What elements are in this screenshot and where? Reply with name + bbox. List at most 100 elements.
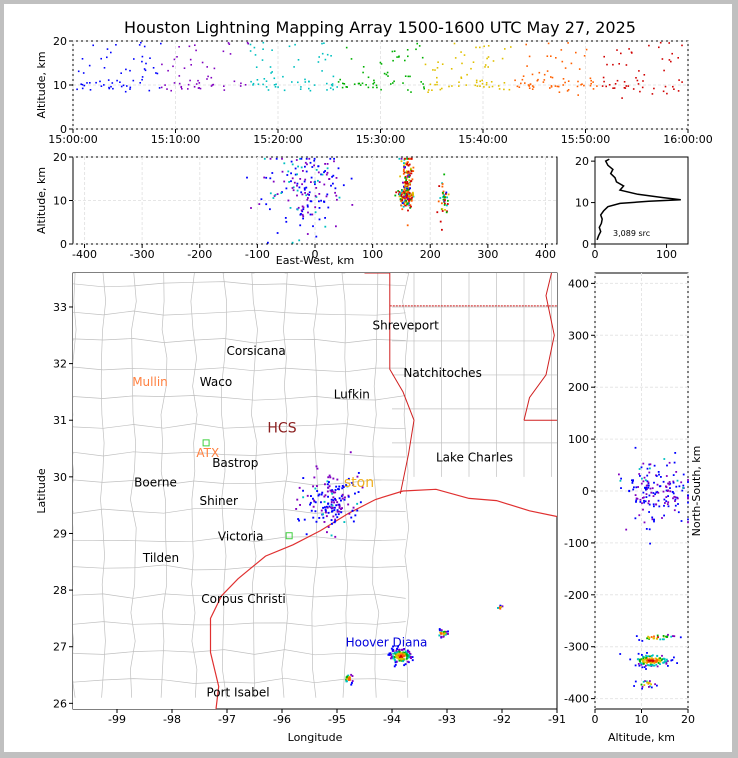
- lightning-source: [487, 66, 489, 68]
- lightning-source: [665, 486, 668, 488]
- time-axis-tick-label: 15:10:00: [151, 133, 200, 146]
- lightning-source: [282, 75, 284, 78]
- lightning-source: [655, 491, 658, 494]
- lightning-source: [339, 78, 341, 81]
- lightning-source: [648, 637, 651, 639]
- lightning-source: [394, 663, 397, 666]
- east-west-x-tick-label: 300: [477, 248, 498, 261]
- lightning-source: [404, 181, 407, 184]
- lightning-source: [299, 157, 301, 160]
- lightning-source: [668, 483, 671, 486]
- lightning-source: [672, 480, 675, 483]
- lightning-source: [403, 191, 406, 194]
- lightning-source: [657, 662, 660, 664]
- lightning-source: [359, 501, 362, 504]
- lightning-source: [648, 528, 651, 531]
- lightning-source: [397, 654, 400, 657]
- time-axis-tick-label: 16:00:00: [663, 133, 712, 146]
- lightning-source: [458, 81, 460, 83]
- county-line: [341, 273, 349, 698]
- lightning-source: [305, 194, 308, 197]
- lightning-source: [531, 85, 534, 87]
- altitude-histogram-line: [596, 158, 681, 241]
- lightning-source: [644, 500, 647, 503]
- lightning-source: [635, 635, 638, 637]
- lightning-source: [404, 162, 406, 165]
- lightning-source: [347, 503, 350, 506]
- lightning-source: [328, 485, 331, 488]
- lightning-source: [401, 653, 403, 656]
- lightning-source: [647, 502, 650, 505]
- lightning-source: [405, 189, 408, 192]
- lightning-source: [612, 87, 614, 89]
- lightning-source: [656, 483, 659, 486]
- lightning-source: [656, 654, 659, 657]
- lightning-source: [342, 82, 344, 85]
- county-line: [73, 366, 406, 373]
- lightning-source: [330, 55, 332, 57]
- lightning-source: [667, 505, 670, 508]
- lightning-source: [466, 73, 468, 76]
- lightning-source: [652, 664, 654, 667]
- lightning-source: [240, 82, 242, 85]
- lightning-source: [408, 173, 411, 176]
- lightning-source: [332, 515, 335, 518]
- lightning-source: [145, 62, 147, 65]
- lightning-source: [441, 202, 443, 205]
- lightning-source: [407, 661, 410, 664]
- lightning-source: [404, 204, 407, 207]
- lightning-source: [431, 89, 433, 91]
- lightning-source: [406, 194, 408, 197]
- lightning-source: [321, 52, 324, 55]
- lightning-source: [645, 661, 648, 663]
- lightning-source: [309, 161, 312, 164]
- lightning-source: [669, 487, 671, 489]
- lightning-source: [401, 648, 404, 651]
- lightning-source: [331, 83, 334, 85]
- lightning-source: [403, 664, 406, 667]
- lightning-source: [663, 658, 666, 660]
- lightning-source: [271, 172, 274, 174]
- lightning-source: [372, 86, 374, 89]
- lightning-source: [263, 176, 266, 179]
- lightning-source: [295, 508, 298, 510]
- lightning-source: [409, 75, 411, 78]
- lightning-source: [167, 69, 169, 72]
- lightning-source: [652, 503, 655, 506]
- lightning-source: [281, 157, 283, 160]
- lightning-source: [403, 203, 405, 205]
- lightning-source: [643, 499, 645, 502]
- lightning-source: [399, 651, 402, 654]
- lightning-source: [662, 490, 665, 493]
- lightning-source: [410, 205, 412, 208]
- lightning-source: [398, 648, 401, 651]
- lightning-source: [403, 195, 406, 198]
- lightning-source: [140, 41, 142, 44]
- lightning-source: [647, 484, 650, 487]
- lightning-source: [421, 56, 424, 59]
- lightning-source: [666, 92, 668, 95]
- east-west-xlabel: East-West, km: [276, 254, 354, 267]
- lightning-source: [346, 680, 348, 683]
- lightning-source: [336, 509, 339, 512]
- lightning-source: [407, 189, 410, 192]
- lightning-source: [412, 195, 415, 198]
- lightning-source: [646, 474, 649, 477]
- lightning-source: [440, 635, 443, 638]
- lightning-source: [645, 655, 648, 658]
- lightning-source: [304, 165, 306, 168]
- lightning-source: [528, 87, 531, 89]
- lightning-source: [687, 521, 689, 524]
- lightning-source: [335, 485, 338, 488]
- lightning-source: [445, 211, 448, 214]
- lightning-source: [475, 79, 478, 82]
- lightning-source: [129, 88, 131, 90]
- county-line: [73, 309, 406, 316]
- lightning-source: [318, 193, 321, 195]
- lightning-source: [670, 635, 673, 638]
- lightning-source: [409, 174, 411, 177]
- lightning-source: [155, 72, 157, 74]
- lightning-source: [408, 179, 411, 182]
- lightning-source: [76, 88, 78, 91]
- lightning-source: [676, 479, 679, 482]
